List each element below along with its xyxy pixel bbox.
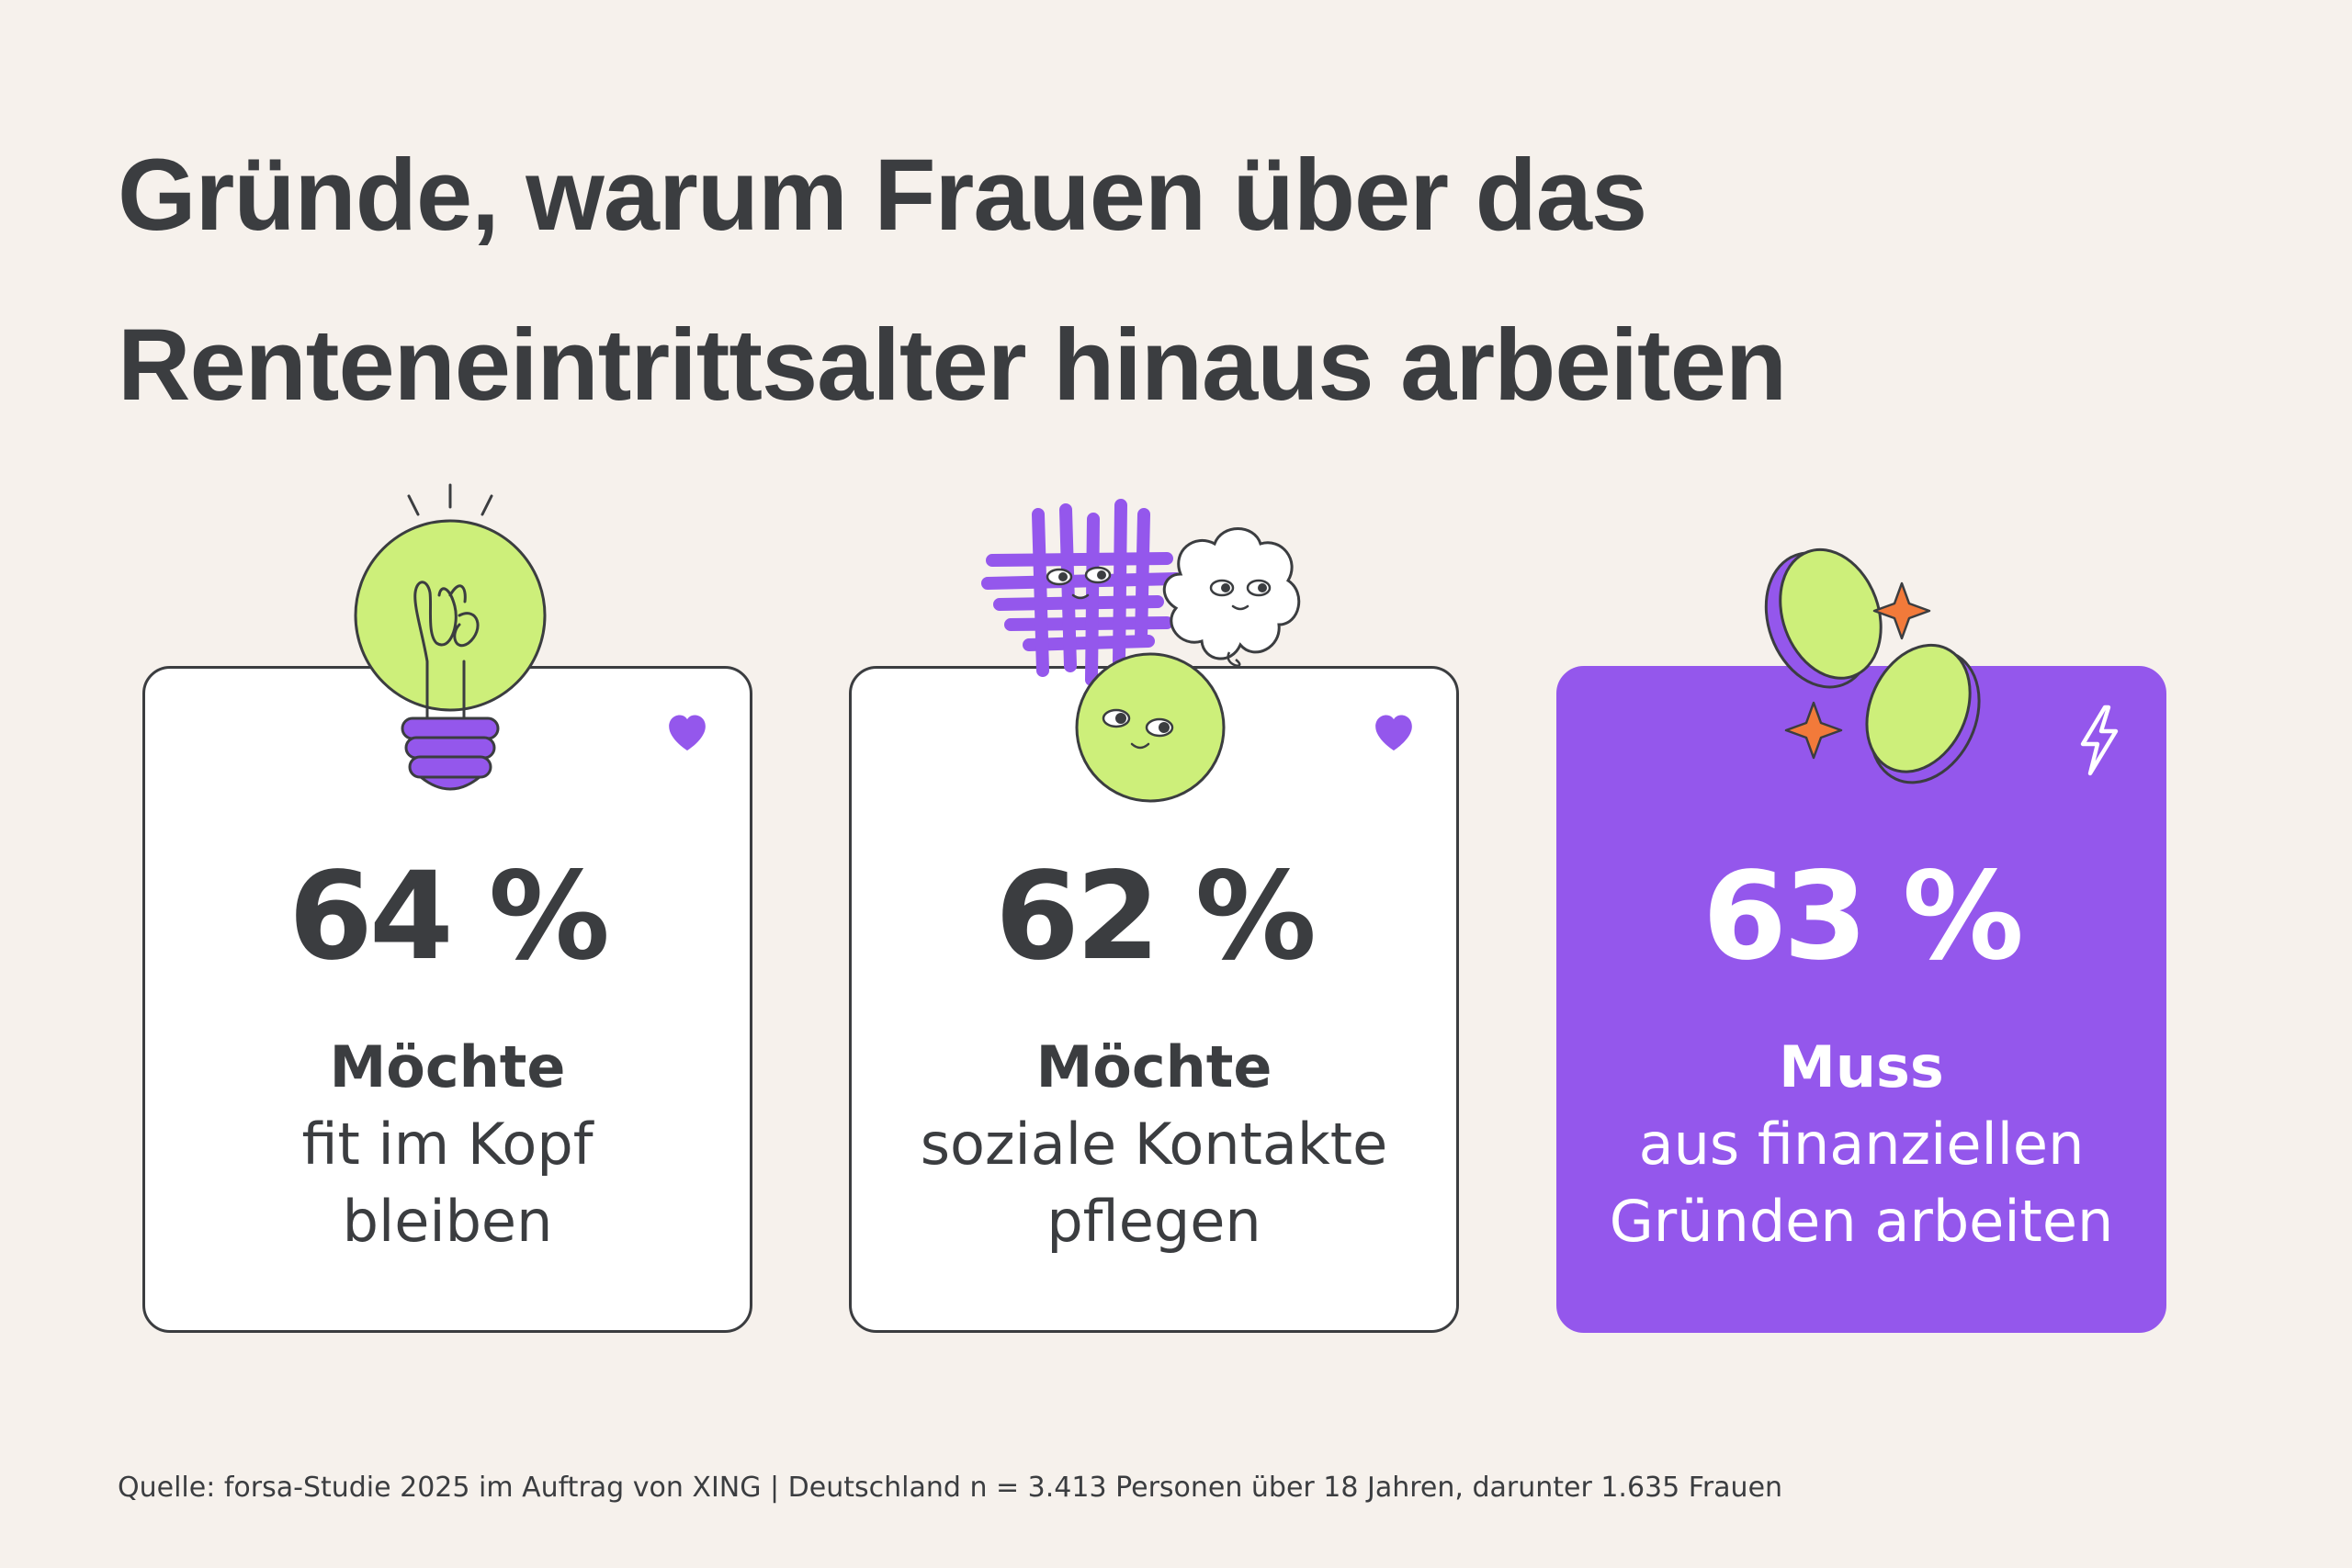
lightning-icon — [2080, 705, 2119, 776]
stat-label-line-2: Gründen arbeiten — [1609, 1188, 2114, 1255]
title-line-2: Renteneintrittsalter hinaus arbeiten — [118, 309, 1787, 422]
stat-card-finanzielle-gruende: 63 % Muss aus finanziellen Gründen arbei… — [1556, 666, 2166, 1333]
page-title: Gründe, warum Frauen über das Renteneint… — [118, 110, 2231, 450]
stat-label: Muss aus finanziellen Gründen arbeiten — [1559, 1029, 2164, 1260]
stat-label-line-2: bleiben — [342, 1188, 553, 1255]
heart-icon — [669, 715, 706, 750]
coins-icon — [1764, 547, 1981, 784]
stat-label-line-1: fit im Kopf — [301, 1111, 594, 1178]
stat-percent: 63 % — [1702, 846, 2024, 987]
stat-label: Möchte fit im Kopf bleiben — [145, 1029, 750, 1260]
title-line-1: Gründe, warum Frauen über das — [118, 139, 1647, 252]
stat-percent: 62 % — [995, 846, 1317, 987]
stat-label-line-2: pflegen — [1046, 1188, 1261, 1255]
source-note: Quelle: forsa-Studie 2025 im Auftrag von… — [118, 1472, 1783, 1504]
lightbulb-icon — [354, 483, 547, 791]
stat-label: Möchte soziale Kontakte pflegen — [852, 1029, 1456, 1260]
stat-label-strong: Muss — [1779, 1033, 1944, 1100]
stat-label-line-1: aus finanziellen — [1638, 1111, 2085, 1178]
stat-percent: 64 % — [288, 846, 610, 987]
stat-card-soziale-kontakte: 62 % Möchte soziale Kontakte pflegen — [849, 666, 1459, 1333]
social-characters-icon — [981, 499, 1301, 803]
stat-label-strong: Möchte — [329, 1033, 566, 1100]
stat-label-line-1: soziale Kontakte — [920, 1111, 1388, 1178]
stat-label-strong: Möchte — [1035, 1033, 1272, 1100]
heart-icon — [1375, 715, 1412, 750]
